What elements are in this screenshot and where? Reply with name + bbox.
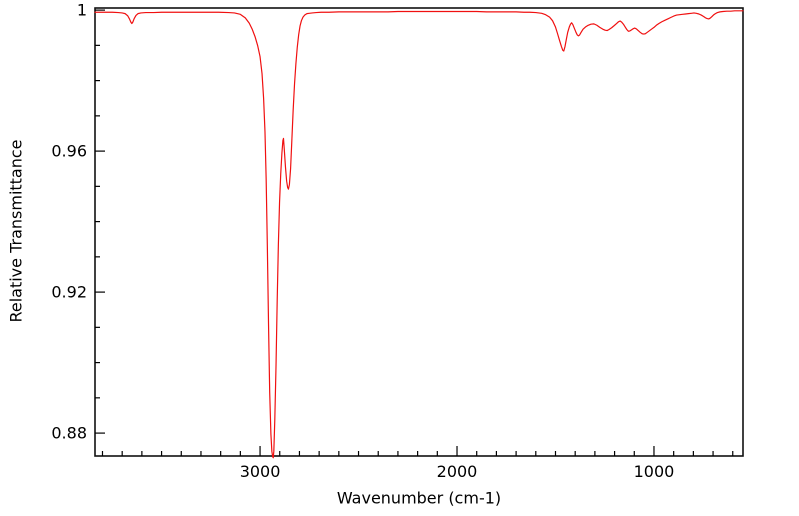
y-tick-label: 0.92 [51, 283, 87, 302]
spectrum-curve [94, 10, 744, 459]
x-tick-label: 3000 [240, 462, 281, 481]
plot-frame [94, 7, 744, 457]
y-tick-label: 1 [77, 1, 87, 20]
y-tick-label: 0.88 [51, 424, 87, 443]
y-tick-label: 0.96 [51, 142, 87, 161]
x-tick-label: 2000 [437, 462, 478, 481]
x-tick-label: 1000 [634, 462, 675, 481]
